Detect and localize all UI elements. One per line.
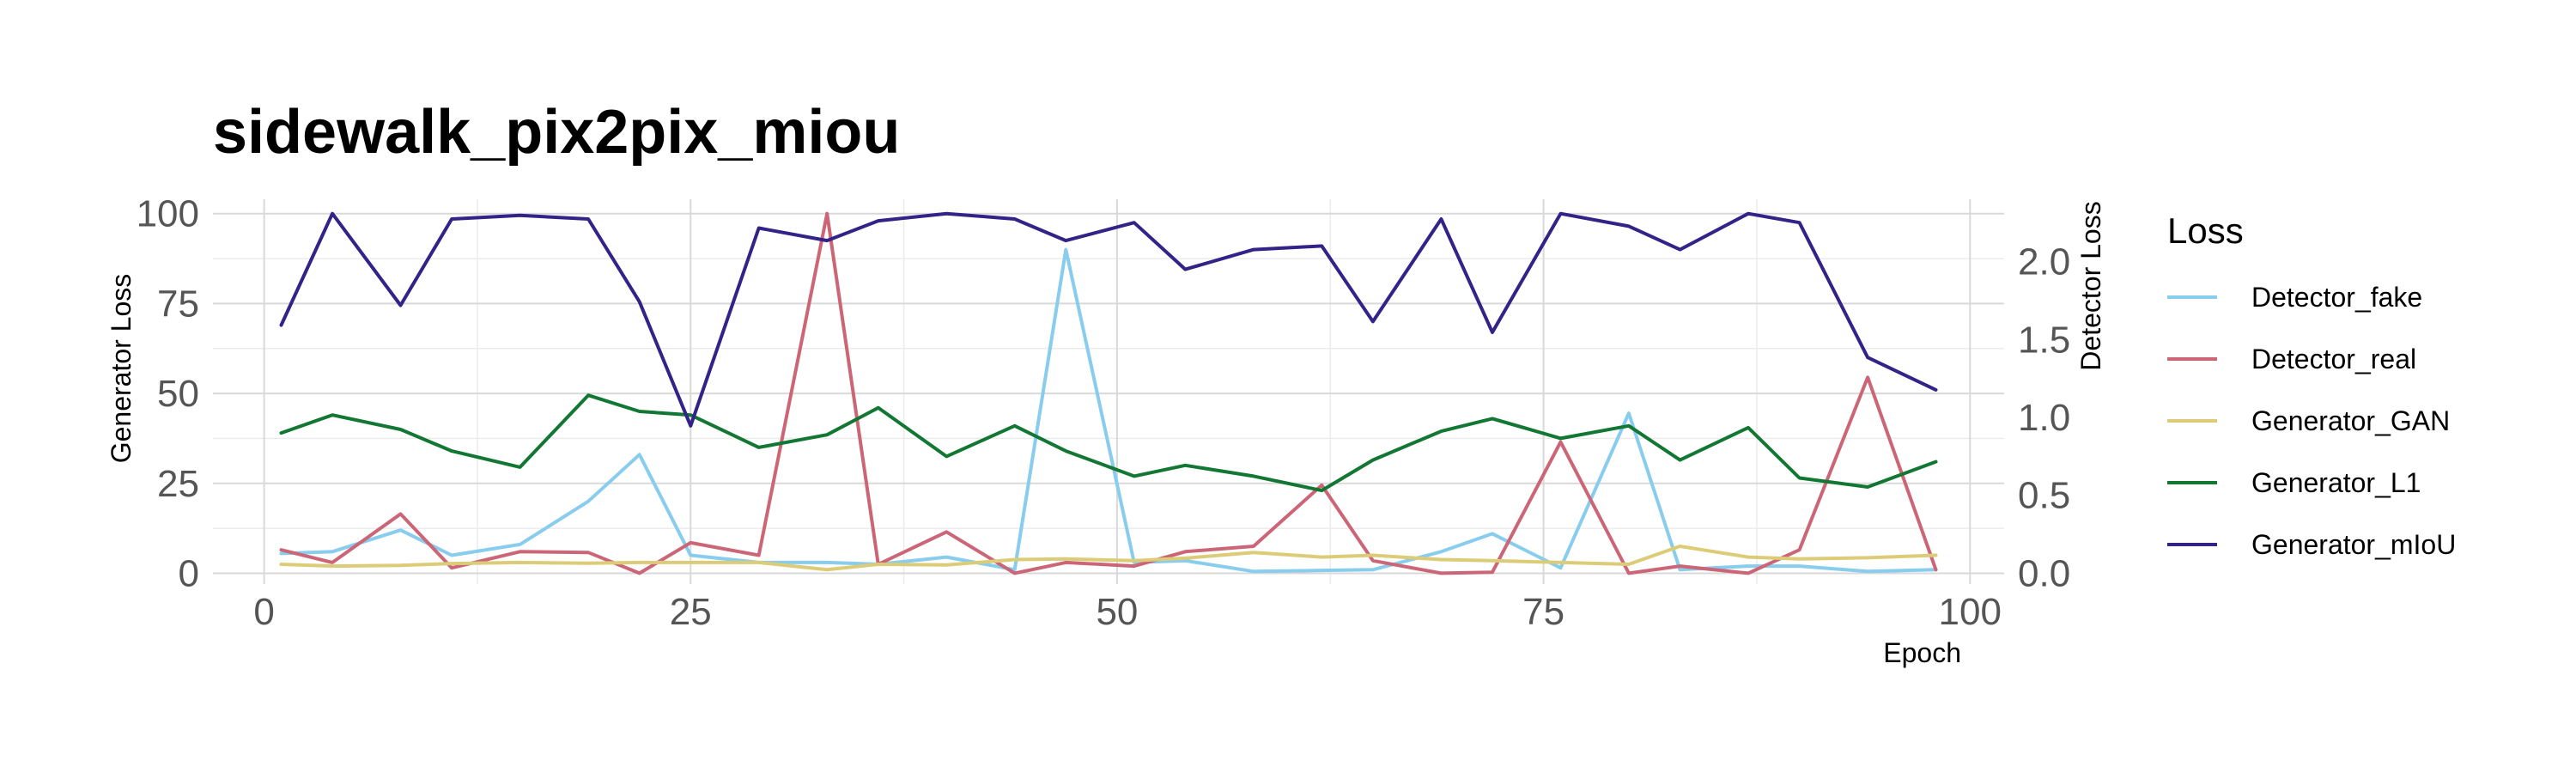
series-line-detector-fake — [279, 247, 1938, 574]
legend-label: Detector_fake — [2251, 282, 2422, 313]
y2-tick-label: 0.5 — [2018, 475, 2070, 517]
y2-tick-label: 1.5 — [2018, 319, 2070, 361]
series-line-detector-real — [279, 211, 1938, 575]
y-axis-title: Generator Loss — [106, 274, 137, 464]
x-tick-label: 25 — [670, 591, 712, 633]
series-lines — [279, 211, 1938, 575]
x-axis-title: Epoch — [1883, 637, 1961, 668]
y-tick-label: 100 — [137, 193, 199, 235]
legend-label: Generator_L1 — [2251, 467, 2421, 498]
x-tick-label: 75 — [1522, 591, 1564, 633]
y-tick-label: 75 — [157, 283, 199, 325]
legend-items: Detector_fake Detector_real Generator_GAN G… — [2167, 282, 2456, 560]
y2-axis-ticks: 0.0 0.5 1.0 1.5 2.0 — [2018, 241, 2070, 595]
legend-label: Generator_GAN — [2251, 405, 2450, 436]
series-line-generator-miou — [279, 211, 1938, 428]
y2-tick-label: 2.0 — [2018, 241, 2070, 283]
x-tick-label: 100 — [1939, 591, 2002, 633]
y-tick-label: 50 — [157, 373, 199, 415]
legend: Loss Detector_fake Detector_real Generator… — [2167, 210, 2456, 560]
x-axis-ticks: 0 25 50 75 100 — [253, 591, 2002, 633]
legend-label: Generator_mIoU — [2251, 529, 2456, 560]
y-tick-label: 0 — [179, 552, 199, 594]
series-line-generator-gan — [279, 545, 1938, 572]
y2-axis-title: Detector Loss — [2075, 201, 2106, 370]
chart-title: sidewalk_pix2pix_miou — [213, 98, 900, 167]
legend-title: Loss — [2167, 210, 2244, 251]
y-axis-ticks: 0 25 50 75 100 — [137, 193, 199, 595]
x-tick-label: 0 — [253, 591, 274, 633]
y2-tick-label: 1.0 — [2018, 397, 2070, 439]
legend-label: Detector_real — [2251, 344, 2416, 374]
x-tick-label: 50 — [1096, 591, 1138, 633]
y2-tick-label: 0.0 — [2018, 552, 2070, 594]
grid — [213, 199, 2004, 584]
y-tick-label: 25 — [157, 463, 199, 505]
series-line-generator-l1 — [279, 393, 1938, 493]
